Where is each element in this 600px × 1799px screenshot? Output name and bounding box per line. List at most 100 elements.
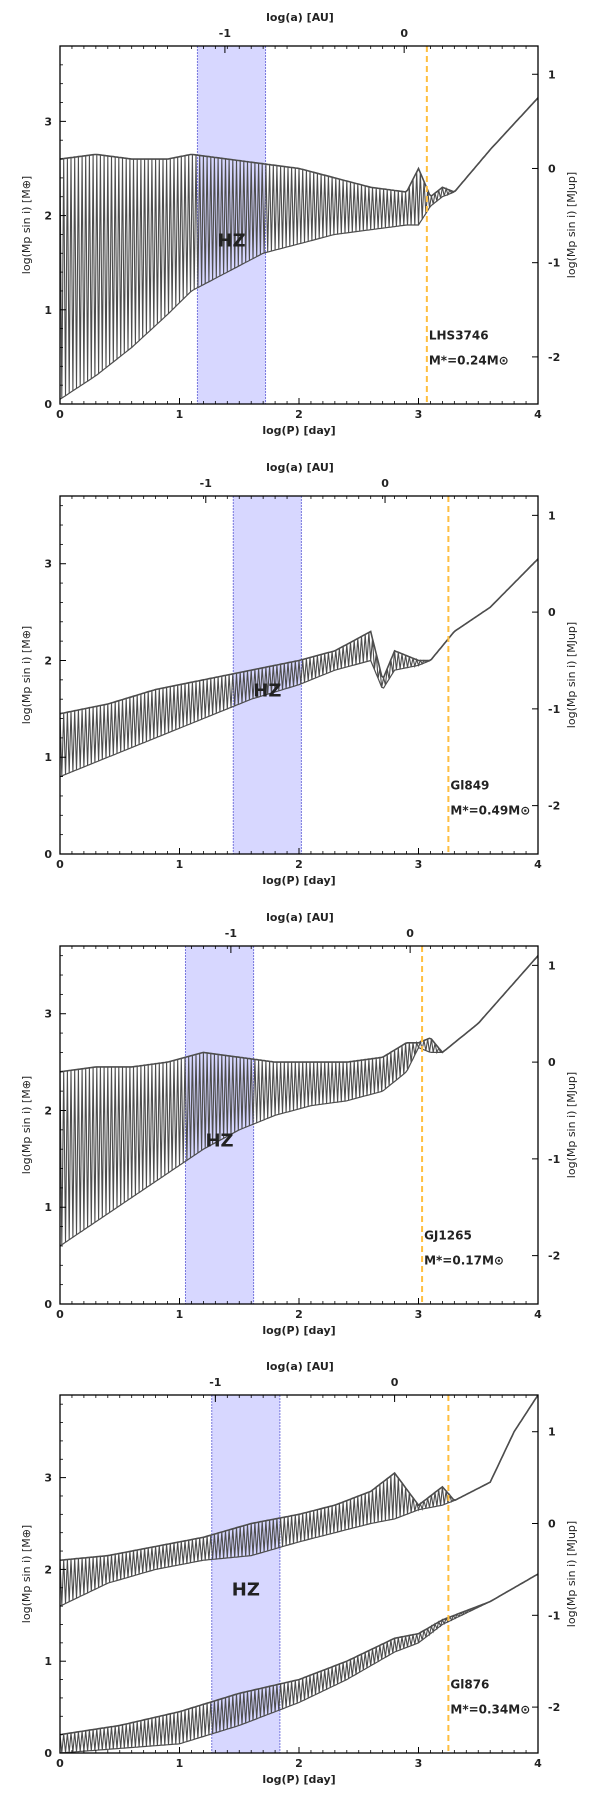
y-right-tick-label: -2 <box>548 351 560 364</box>
y-right-tick-label: 1 <box>548 68 556 81</box>
hz-label: HZ <box>205 1130 233 1151</box>
x-tick-label: 1 <box>176 1757 184 1770</box>
y-right-tick-label: -1 <box>548 703 560 716</box>
x-tick-label: 3 <box>415 1757 423 1770</box>
series-line-lower-envelope <box>60 955 538 1247</box>
x-tick-label: 2 <box>295 1308 303 1321</box>
y-tick-label: 3 <box>44 1008 52 1021</box>
y-tick-label: 1 <box>44 304 52 317</box>
y-axis-label-left: log(Mp sin i) [M⊕] <box>20 626 33 724</box>
y-tick-label: 1 <box>44 751 52 764</box>
star-name-label: Gl876 <box>450 1678 489 1692</box>
x-axis-label: log(P) [day] <box>262 1324 335 1337</box>
y-axis-label-right: log(Mp sin i) [MJup] <box>565 172 578 278</box>
y-right-tick-label: 0 <box>548 1518 556 1531</box>
y-tick-label: 0 <box>44 848 52 861</box>
chart-panel-lhs3746: HZ 0 1 2 3 4 log(P) [day] -1 0 log(a) [AU] 0 1 2 3 log… <box>20 11 578 437</box>
x-tick-label: 2 <box>295 858 303 871</box>
x-axis-label: log(P) [day] <box>262 424 335 437</box>
series-line-lower-envelope <box>60 558 538 778</box>
x-tick-label: 0 <box>56 858 64 871</box>
y-right-tick-label: -2 <box>548 1701 560 1714</box>
x-top-tick-label: -1 <box>200 477 212 490</box>
x-top-axis-label: log(a) [AU] <box>266 1360 334 1373</box>
data-layer <box>60 1395 538 1753</box>
y-right-tick-label: -2 <box>548 1250 560 1263</box>
y-tick-label: 2 <box>44 210 52 223</box>
x-tick-label: 2 <box>295 408 303 421</box>
stellar-mass-label: M*=0.49M⊙ <box>450 804 530 818</box>
x-tick-label: 0 <box>56 408 64 421</box>
hz-label: HZ <box>217 230 245 251</box>
x-top-tick-label: -1 <box>219 27 231 40</box>
x-tick-label: 1 <box>176 408 184 421</box>
star-name-label: GJ1265 <box>424 1229 472 1243</box>
y-tick-label: 1 <box>44 1201 52 1214</box>
y-right-tick-label: 0 <box>548 606 556 619</box>
x-axis-label: log(P) [day] <box>262 874 335 887</box>
x-top-tick-label: -1 <box>209 1376 221 1389</box>
x-tick-label: 1 <box>176 858 184 871</box>
y-right-tick-label: 1 <box>548 959 556 972</box>
x-top-tick-label: -1 <box>225 927 237 940</box>
x-tick-label: 4 <box>534 408 542 421</box>
habitable-zone-band <box>211 1395 280 1753</box>
x-top-axis-label: log(a) [AU] <box>266 911 334 924</box>
y-tick-label: 0 <box>44 1747 52 1760</box>
hz-label: HZ <box>232 1579 260 1600</box>
x-top-tick-label: 0 <box>400 27 408 40</box>
series-line-lower-envelope <box>60 1395 538 1607</box>
y-right-tick-label: -1 <box>548 1153 560 1166</box>
x-tick-label: 3 <box>415 408 423 421</box>
y-right-tick-label: -1 <box>548 1609 560 1622</box>
plot-frame <box>59 45 539 405</box>
y-right-tick-label: 0 <box>548 1056 556 1069</box>
series-line-lower-curve-upper <box>60 1573 538 1736</box>
star-name-label: LHS3746 <box>429 329 489 343</box>
x-tick-label: 2 <box>295 1757 303 1770</box>
y-axis-label-right: log(Mp sin i) [MJup] <box>565 1072 578 1178</box>
x-tick-label: 3 <box>415 1308 423 1321</box>
y-tick-label: 1 <box>44 1655 52 1668</box>
x-tick-label: 4 <box>534 1308 542 1321</box>
y-right-tick-label: -2 <box>548 800 560 813</box>
series-line-upper-envelope <box>60 955 538 1073</box>
y-right-tick-label: 1 <box>548 1426 556 1439</box>
star-name-label: Gl849 <box>450 779 489 793</box>
chart-panel-gl849: HZ 0 1 2 3 4 log(P) [day] -1 0 log(a) [AU] 0 1 2 3 log… <box>20 461 578 887</box>
y-tick-label: 2 <box>44 1104 52 1117</box>
data-layer <box>60 97 538 400</box>
y-axis-label-left: log(Mp sin i) [M⊕] <box>20 1525 33 1623</box>
y-tick-label: 0 <box>44 1298 52 1311</box>
x-axis-label: log(P) [day] <box>262 1773 335 1786</box>
chart-panel-gl876: HZ 0 1 2 3 4 log(P) [day] -1 0 log(a) [AU] 0 1 2 3 log… <box>20 1360 578 1786</box>
x-top-axis-label: log(a) [AU] <box>266 11 334 24</box>
data-layer <box>60 558 538 778</box>
y-right-tick-label: 1 <box>548 509 556 522</box>
series-line-lower-curve-lower <box>60 1573 538 1753</box>
radial-velocity-limit-trace <box>60 1573 538 1753</box>
y-tick-label: 2 <box>44 654 52 667</box>
y-axis-label-left: log(Mp sin i) [M⊕] <box>20 1076 33 1174</box>
stellar-mass-label: M*=0.24M⊙ <box>429 354 509 368</box>
stellar-mass-label: M*=0.17M⊙ <box>424 1254 504 1268</box>
series-line-upper-envelope <box>60 1395 538 1561</box>
habitable-zone-band <box>233 496 302 854</box>
x-tick-label: 3 <box>415 858 423 871</box>
hz-label: HZ <box>253 680 281 701</box>
radial-velocity-limit-trace <box>60 955 538 1245</box>
x-top-tick-label: 0 <box>391 1376 399 1389</box>
x-tick-label: 0 <box>56 1757 64 1770</box>
chart-panel-gj1265: HZ 0 1 2 3 4 log(P) [day] -1 0 log(a) [AU] 0 1 2 3 log… <box>20 911 578 1337</box>
stellar-mass-label: M*=0.34M⊙ <box>450 1703 530 1717</box>
y-tick-label: 3 <box>44 1472 52 1485</box>
y-tick-label: 2 <box>44 1563 52 1576</box>
y-right-tick-label: 0 <box>548 162 556 175</box>
y-tick-label: 0 <box>44 398 52 411</box>
x-tick-label: 0 <box>56 1308 64 1321</box>
y-axis-label-right: log(Mp sin i) [MJup] <box>565 622 578 728</box>
x-tick-label: 4 <box>534 858 542 871</box>
plot-frame <box>59 945 539 1305</box>
y-tick-label: 3 <box>44 115 52 128</box>
